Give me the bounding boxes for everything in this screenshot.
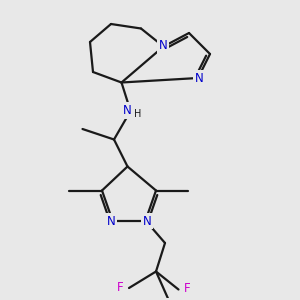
Text: F: F (165, 299, 171, 300)
Text: F: F (117, 281, 124, 294)
Text: N: N (123, 104, 132, 117)
Text: N: N (106, 214, 116, 228)
Text: H: H (134, 109, 142, 119)
Text: N: N (195, 72, 204, 85)
Text: N: N (142, 214, 152, 228)
Text: F: F (184, 282, 190, 296)
Text: N: N (158, 39, 167, 52)
